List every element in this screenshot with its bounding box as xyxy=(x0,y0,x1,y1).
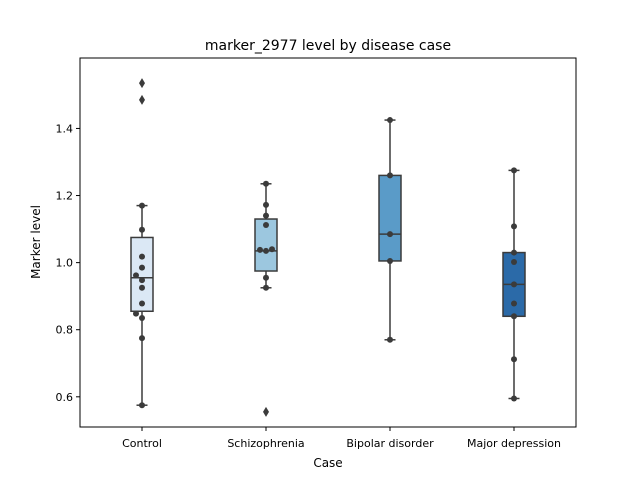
chart-title: marker_2977 level by disease case xyxy=(205,38,451,54)
data-point xyxy=(511,395,517,402)
data-point xyxy=(139,253,145,260)
data-point xyxy=(139,284,145,291)
data-point xyxy=(511,281,517,288)
data-point xyxy=(387,117,393,124)
x-tick-label: Schizophrenia xyxy=(227,437,304,450)
data-point xyxy=(387,257,393,264)
data-point xyxy=(139,300,145,307)
box-group xyxy=(502,167,526,402)
box-group xyxy=(254,180,278,417)
x-axis-label: Case xyxy=(313,456,342,470)
data-point xyxy=(511,313,517,320)
data-point xyxy=(511,300,517,307)
outlier-point xyxy=(139,78,145,89)
data-point xyxy=(511,167,517,174)
x-tick-label: Major depression xyxy=(467,437,561,450)
data-point xyxy=(511,356,517,363)
data-point xyxy=(263,180,269,187)
outlier-point xyxy=(263,406,269,417)
data-point xyxy=(511,249,517,256)
data-point xyxy=(269,246,275,253)
plot-content xyxy=(130,78,526,417)
data-point xyxy=(139,402,145,409)
data-point xyxy=(387,231,393,238)
plot-frame xyxy=(79,57,577,428)
data-point xyxy=(387,336,393,343)
iqr-box xyxy=(378,174,402,262)
data-point xyxy=(133,310,139,317)
data-point xyxy=(139,202,145,209)
data-point xyxy=(511,223,517,230)
data-point xyxy=(263,274,269,281)
outlier-point xyxy=(139,94,145,105)
data-point xyxy=(139,226,145,233)
data-point xyxy=(139,277,145,284)
y-tick-label: 0.6 xyxy=(56,391,74,404)
data-point xyxy=(263,201,269,208)
data-point xyxy=(139,314,145,321)
data-point xyxy=(263,222,269,229)
y-axis-label: Marker level xyxy=(29,205,43,279)
box-group xyxy=(378,117,402,343)
y-tick-label: 1.2 xyxy=(56,190,74,203)
data-point xyxy=(387,172,393,179)
data-point xyxy=(139,264,145,271)
data-point xyxy=(257,246,263,253)
data-point xyxy=(263,212,269,219)
data-point xyxy=(511,258,517,265)
y-tick-label: 1.0 xyxy=(56,257,74,270)
data-point xyxy=(263,284,269,291)
iqr-box xyxy=(254,218,278,272)
axes: 0.6 0.8 1.0 1.2 1.4 Control Schizophrenia Bipol… xyxy=(56,122,562,450)
y-tick-label: 1.4 xyxy=(56,122,74,135)
data-point xyxy=(263,247,269,254)
data-point xyxy=(139,335,145,342)
x-tick-label: Control xyxy=(122,437,162,450)
data-point xyxy=(133,272,139,279)
box-group xyxy=(130,78,154,409)
y-tick-label: 0.8 xyxy=(56,324,74,337)
x-tick-label: Bipolar disorder xyxy=(346,437,434,450)
iqr-box xyxy=(130,236,154,313)
